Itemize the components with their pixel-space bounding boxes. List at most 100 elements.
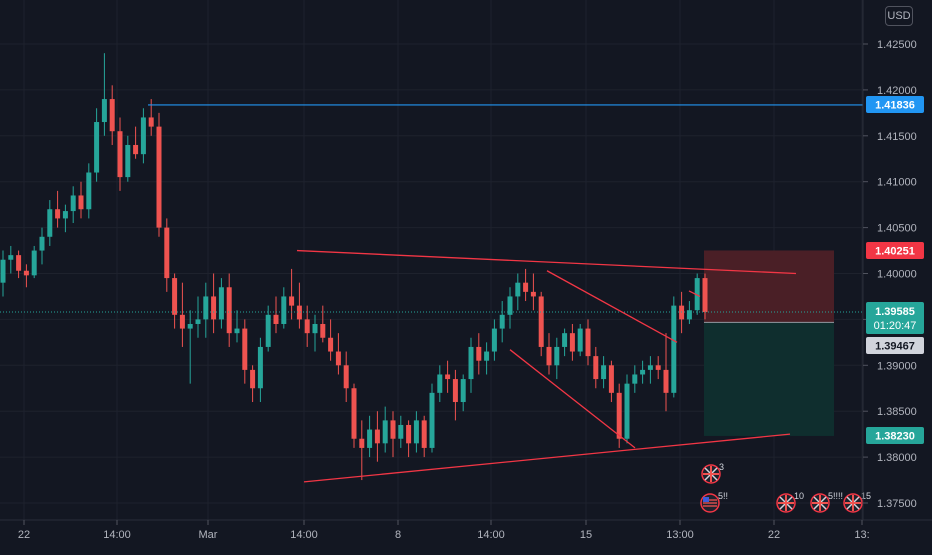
candle (117, 117, 123, 191)
candle-body (218, 287, 224, 320)
candle (296, 282, 302, 329)
flag-lower-line[interactable] (509, 349, 636, 449)
candle (343, 351, 349, 403)
candle-body (242, 328, 248, 370)
candle (468, 337, 474, 393)
event-marker[interactable]: 3 (701, 462, 724, 484)
candle-body (78, 195, 84, 210)
entry-price-label: 1.39467 (866, 337, 924, 354)
candle (156, 112, 162, 237)
candle-body (335, 351, 341, 366)
candle-body (39, 236, 45, 251)
candle (523, 268, 529, 302)
candle-body (554, 346, 560, 366)
candle-body (437, 374, 443, 393)
flag-upper-line[interactable] (546, 270, 678, 343)
candle (484, 342, 490, 375)
candle-body (62, 211, 68, 219)
candle (187, 310, 193, 384)
candle (335, 333, 341, 375)
candle-body (374, 429, 380, 444)
candle-body (476, 346, 482, 361)
candle (94, 108, 100, 182)
flag-canton (703, 497, 709, 502)
candle (624, 374, 630, 444)
candle (242, 319, 248, 384)
candle-body (289, 296, 295, 306)
candle-body (86, 172, 92, 210)
candle (608, 360, 614, 403)
candle-body (172, 278, 178, 315)
candle-body (148, 117, 154, 127)
candle-body (164, 227, 170, 279)
candle-body (569, 333, 575, 352)
candle-body (491, 328, 497, 352)
candle (452, 369, 458, 421)
candle (78, 181, 84, 219)
event-count-label: 10 (794, 491, 804, 501)
take-profit-zone[interactable] (704, 322, 834, 436)
candle-body (312, 323, 318, 334)
candle-body (55, 209, 61, 219)
candle (265, 305, 271, 352)
candle (172, 273, 178, 329)
event-marker[interactable]: 15 (843, 491, 871, 513)
price-tick-label: 1.39000 (877, 360, 917, 372)
candle (398, 415, 404, 448)
time-tick-label: 14:00 (103, 529, 131, 541)
candle (647, 356, 653, 384)
candle-body (265, 314, 271, 347)
drawings[interactable] (0, 104, 863, 483)
event-markers[interactable]: 3 5!! 10 5!!!! 15 (700, 462, 871, 513)
lower-triangle-line[interactable] (303, 433, 791, 483)
event-marker[interactable]: 5!! (700, 491, 728, 513)
event-count-label: 5!!!! (828, 491, 843, 501)
recent-short-line[interactable] (688, 290, 701, 298)
candle-body (601, 365, 607, 380)
candle-body (211, 296, 217, 320)
candle-body (125, 144, 131, 178)
candle-body (257, 346, 263, 389)
candle (351, 383, 357, 448)
currency-button[interactable]: USD (885, 6, 913, 26)
stop-loss-zone[interactable] (704, 250, 834, 323)
candle-body (686, 310, 692, 320)
event-marker[interactable]: 10 (776, 491, 804, 513)
candle-body (577, 328, 583, 352)
price-axis[interactable]: 1.42500 1.42000 1.41500 1.41000 1.40500 1.400… (863, 39, 917, 510)
candle (55, 190, 61, 228)
time-tick-label: 14:00 (477, 529, 505, 541)
candle-body (593, 356, 599, 380)
candle (601, 356, 607, 389)
candle-body (343, 365, 349, 389)
candle-body (530, 291, 536, 297)
event-marker[interactable]: 5!!!! (810, 491, 843, 513)
candle-body (421, 420, 427, 448)
candle (546, 333, 552, 375)
time-axis[interactable]: 22 14:00 Mar 14:00 8 14:00 15 13:00 22 13: (18, 520, 870, 541)
candle (429, 383, 435, 453)
candle-body (304, 319, 310, 334)
candle-body (484, 351, 490, 361)
candle-body (499, 314, 505, 329)
candle (655, 356, 661, 380)
price-tick-label: 1.42000 (877, 85, 917, 97)
upper-triangle-line[interactable] (296, 249, 797, 275)
candle (203, 282, 209, 338)
take-profit-price-label: 1.38230 (866, 427, 924, 444)
candle (445, 360, 451, 393)
candle-body (351, 388, 357, 439)
candle-body (647, 365, 653, 370)
candle (663, 333, 669, 412)
candle-body (31, 250, 37, 276)
time-tick-label: 13:00 (666, 529, 694, 541)
candle (460, 374, 466, 412)
candle-body (234, 328, 240, 334)
candle-body (663, 369, 669, 393)
candle (515, 273, 521, 311)
time-tick-label: 22 (18, 529, 30, 541)
candle-body (468, 346, 474, 380)
candle-body (47, 209, 53, 237)
